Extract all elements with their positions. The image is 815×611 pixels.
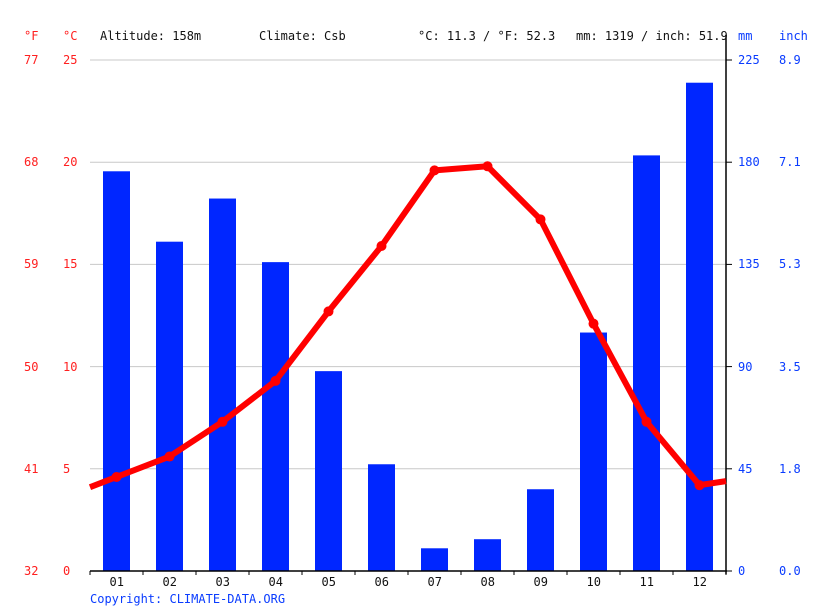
y-tick-fahrenheit: 50 bbox=[24, 359, 39, 374]
y-tick-mm: 45 bbox=[738, 461, 753, 476]
x-tick-month: 11 bbox=[639, 575, 654, 589]
climate-label: Climate: Csb bbox=[259, 29, 346, 43]
x-tick-month: 09 bbox=[533, 575, 548, 589]
y-tick-celsius: 25 bbox=[63, 53, 78, 67]
x-tick-month: 04 bbox=[268, 575, 283, 589]
y-tick-inch: 0.0 bbox=[779, 564, 801, 578]
precipitation-bar bbox=[156, 241, 183, 571]
precipitation-bar bbox=[262, 262, 289, 571]
avg-temp-label: °C: 11.3 / °F: 52.3 bbox=[418, 29, 556, 43]
precipitation-bar bbox=[527, 489, 554, 571]
y-tick-fahrenheit: 77 bbox=[24, 53, 39, 67]
y-tick-celsius: 5 bbox=[63, 461, 71, 476]
temperature-point bbox=[270, 375, 281, 386]
temperature-point bbox=[376, 241, 387, 252]
y-tick-inch: 8.9 bbox=[779, 53, 801, 67]
unit-mm-label: mm bbox=[738, 29, 753, 43]
x-tick-month: 12 bbox=[692, 575, 707, 589]
unit-celsius-label: °C bbox=[63, 29, 78, 43]
y-tick-fahrenheit: 68 bbox=[24, 155, 39, 170]
precipitation-bar bbox=[315, 371, 342, 571]
y-tick-mm: 225 bbox=[738, 53, 760, 67]
y-tick-inch: 7.1 bbox=[779, 155, 801, 170]
unit-inch-label: inch bbox=[779, 29, 808, 43]
precipitation-bar bbox=[474, 539, 501, 571]
y-tick-mm: 180 bbox=[738, 155, 760, 170]
x-tick-month: 10 bbox=[586, 575, 601, 589]
precip-total-label: mm: 1319 / inch: 51.9 bbox=[576, 29, 728, 43]
copyright-link[interactable]: Copyright: CLIMATE-DATA.ORG bbox=[90, 592, 286, 606]
y-tick-celsius: 0 bbox=[63, 564, 71, 578]
y-tick-mm: 0 bbox=[738, 564, 746, 578]
x-tick-month: 02 bbox=[162, 575, 177, 589]
precipitation-bar bbox=[103, 171, 130, 572]
precipitation-bar bbox=[633, 155, 660, 572]
y-tick-inch: 3.5 bbox=[779, 359, 801, 374]
y-tick-mm: 135 bbox=[738, 257, 760, 272]
temperature-point bbox=[588, 318, 599, 329]
temperature-point bbox=[535, 214, 546, 225]
y-tick-fahrenheit: 32 bbox=[24, 564, 39, 578]
altitude-label: Altitude: 158m bbox=[100, 29, 202, 43]
unit-fahrenheit-label: °F bbox=[24, 29, 39, 43]
precipitation-bar bbox=[686, 82, 713, 571]
precipitation-bar bbox=[209, 198, 236, 571]
y-tick-inch: 1.8 bbox=[779, 461, 801, 476]
temperature-point bbox=[164, 451, 175, 462]
x-tick-month: 01 bbox=[109, 575, 124, 589]
x-tick-month: 07 bbox=[427, 575, 442, 589]
temperature-point bbox=[482, 161, 493, 172]
precipitation-bar bbox=[580, 332, 607, 571]
temperature-point bbox=[111, 471, 122, 482]
x-tick-month: 03 bbox=[215, 575, 230, 589]
x-tick-month: 05 bbox=[321, 575, 336, 589]
temperature-point bbox=[694, 480, 705, 491]
temperature-point bbox=[217, 416, 228, 427]
x-tick-month: 06 bbox=[374, 575, 389, 589]
temperature-point bbox=[429, 165, 440, 176]
temperature-point bbox=[641, 416, 652, 427]
y-tick-fahrenheit: 59 bbox=[24, 257, 39, 272]
y-tick-celsius: 10 bbox=[63, 359, 78, 374]
x-tick-month: 08 bbox=[480, 575, 495, 589]
y-tick-fahrenheit: 41 bbox=[24, 461, 39, 476]
temperature-line bbox=[88, 163, 727, 490]
y-tick-mm: 90 bbox=[738, 359, 753, 374]
y-tick-inch: 5.3 bbox=[779, 257, 801, 272]
precipitation-bar bbox=[368, 464, 395, 571]
y-tick-celsius: 20 bbox=[63, 155, 78, 170]
precipitation-bar bbox=[421, 548, 448, 571]
y-tick-celsius: 15 bbox=[63, 257, 78, 272]
temperature-point bbox=[323, 306, 334, 317]
